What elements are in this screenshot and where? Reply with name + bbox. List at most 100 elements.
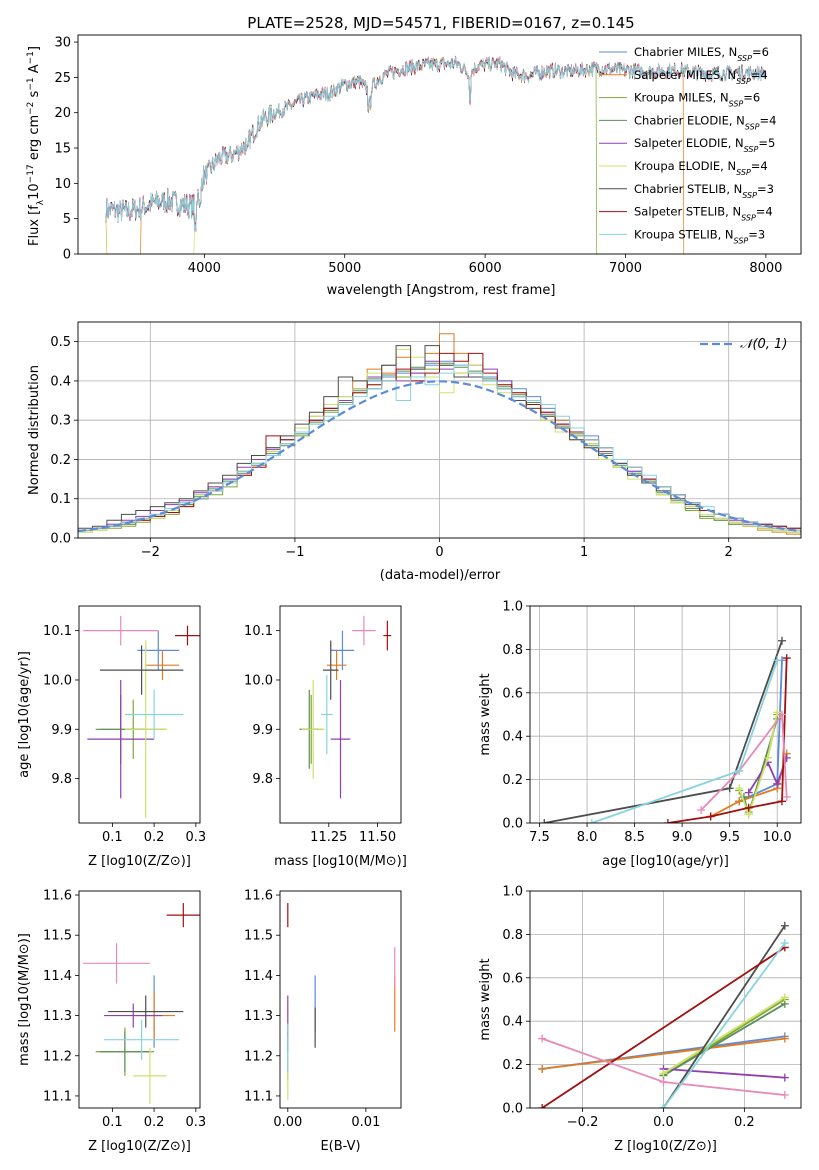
legend-label: Salpeter STELIB, NSSP=4 — [634, 205, 773, 223]
axes-frame — [77, 321, 802, 539]
y-tick-label: 1.0 — [502, 885, 523, 900]
legend-value: =6 — [743, 91, 760, 105]
panel-xlabel: Z [log10(Z/Z⊙)] — [614, 1139, 717, 1154]
y-tick-label: 11.1 — [43, 1089, 72, 1104]
legend-subscript: SSP — [744, 145, 759, 154]
y-tick-label: 0.8 — [502, 928, 523, 943]
y-tick-label: 0.6 — [502, 686, 523, 701]
panel-ylabel: mass [log10(M/M⊙)] — [17, 933, 32, 1066]
panel-xlabel: Z [log10(Z/Z⊙)] — [88, 1139, 191, 1154]
legend-label: Kroupa MILES, NSSP=6 — [634, 91, 760, 109]
legend-subscript: SSP — [742, 190, 757, 199]
y-tick-label: 10.1 — [244, 624, 273, 639]
y-tick-label: 11.4 — [43, 969, 72, 984]
age-mass-axes: 11.25 11.50 9.8 9.9 10.0 10.1 mass [log10(M/M⊙… — [244, 605, 407, 869]
y-tick-label: 11.4 — [244, 969, 273, 984]
errorbar-purple — [330, 679, 351, 799]
weight-marker-yellowgreen — [773, 708, 782, 717]
weight-marker-gray — [540, 819, 549, 823]
legend-subscript: SSP — [737, 54, 752, 63]
spectrum-xlabel: wavelength [Angstrom, rest frame] — [327, 283, 556, 298]
legend-label: Salpeter MILES, NSSP=4 — [634, 68, 768, 86]
mass-ebv-axes: 0.00 0.01 11.1 11.2 11.3 11.4 11.5 11.6 E(B-V) — [244, 889, 402, 1154]
x-tick-label: −2 — [141, 545, 160, 560]
x-tick-label: 5000 — [328, 261, 361, 276]
legend-value: =4 — [751, 159, 768, 173]
weight-marker-orange — [538, 1064, 547, 1073]
legend-label: Chabrier MILES, NSSP=6 — [634, 45, 769, 63]
panel-ylabel: mass weight — [478, 958, 493, 1040]
y-tick-label: 11.3 — [244, 1009, 273, 1024]
axes-frame — [77, 34, 802, 255]
x-tick-label: 4000 — [188, 261, 221, 276]
residual-axes: −2 −1 0 1 2 0.0 0.1 0.2 0.3 0.4 0.5 — [50, 321, 802, 560]
spectrum-ylabel: Flux [fλ10−17 erg cm−2 s−1 A−1] — [26, 46, 46, 246]
x-tick-label: 0 — [435, 545, 443, 560]
gaussian-curve — [78, 380, 801, 533]
y-tick-label: 0.4 — [502, 1015, 523, 1030]
y-tick-label: 11.2 — [43, 1049, 72, 1064]
x-tick-label: 6000 — [469, 261, 502, 276]
ylabel-part: s — [27, 90, 42, 101]
legend-subscript: SSP — [741, 213, 756, 222]
y-tick-label: 10 — [54, 177, 71, 192]
errorbar-blue — [330, 630, 355, 671]
weight-line-green — [663, 1003, 786, 1077]
errorbar-cyan — [124, 689, 184, 740]
ylabel-part: −17 — [26, 164, 36, 183]
weight-marker-pink — [777, 710, 786, 719]
errorbar-gray — [322, 640, 339, 700]
errorbar-yellowgreen — [124, 640, 167, 819]
weight-marker-cyan — [659, 1104, 668, 1108]
legend-value: =4 — [760, 113, 777, 127]
y-tick-label: 11.6 — [244, 889, 273, 904]
ylabel-part: Flux [f — [27, 205, 42, 246]
panel-xlabel: age [log10(age/yr)] — [602, 854, 729, 869]
x-tick-label: 11.25 — [310, 830, 347, 845]
y-tick-label: 5 — [63, 212, 71, 227]
ylabel-part: ] — [27, 46, 42, 51]
weight-marker-purple — [780, 1073, 789, 1082]
x-tick-label: −0.2 — [567, 1115, 599, 1130]
legend-value: =3 — [748, 227, 765, 241]
residual-ylabel: Normed distribution — [27, 365, 42, 495]
legend-value: =3 — [757, 182, 774, 196]
y-tick-label: 30 — [54, 36, 71, 51]
x-tick-label: 0.2 — [144, 1115, 165, 1130]
y-tick-label: 11.3 — [43, 1009, 72, 1024]
x-tick-label: 8.5 — [624, 830, 645, 845]
weight-line-cyan — [662, 942, 786, 1108]
ylabel-part: −1 — [26, 77, 36, 90]
errorbar-blue — [137, 630, 180, 671]
legend-subscript: SSP — [734, 236, 749, 245]
errorbar-pink — [83, 615, 159, 646]
y-tick-label: 11.5 — [244, 929, 273, 944]
legend-label: Salpeter ELODIE, NSSP=5 — [634, 136, 775, 154]
legend-gaussian-label: 𝒩(0, 1) — [740, 337, 787, 352]
plot-area — [78, 322, 801, 538]
weight-marker-orange — [735, 797, 744, 806]
axes-frame — [529, 890, 802, 1109]
weight-line-yellowgreen — [738, 712, 779, 818]
y-tick-label: 0.8 — [502, 643, 523, 658]
weight-marker-red — [538, 1104, 547, 1108]
x-tick-label: 1 — [580, 545, 588, 560]
ylabel-part: erg cm — [27, 115, 42, 164]
x-tick-label: 0.1 — [102, 830, 123, 845]
y-tick-label: 10.0 — [43, 673, 72, 688]
legend-value: =4 — [751, 68, 768, 82]
weight-line-purple — [663, 1068, 785, 1079]
y-tick-label: 0.1 — [50, 492, 71, 507]
residual-legend: 𝒩(0, 1) — [700, 337, 787, 352]
errorbar-gray — [108, 995, 184, 1028]
age-z-axes: 0.1 0.2 0.3 9.8 9.9 10.0 10.1 Z [log10(Z/Z⊙)] ag… — [17, 605, 206, 869]
weight-marker-purple — [773, 779, 782, 788]
y-tick-label: 9.9 — [51, 723, 72, 738]
legend-name: Kroupa ELODIE, N — [634, 159, 736, 173]
legend-label: Kroupa STELIB, NSSP=3 — [634, 227, 765, 245]
weight-marker-red — [782, 654, 791, 663]
panel-ylabel: age [log10(age/yr)] — [17, 651, 32, 778]
ylabel-part: A — [27, 64, 42, 77]
plot-area — [287, 903, 396, 1100]
legend-value: =4 — [756, 205, 773, 219]
